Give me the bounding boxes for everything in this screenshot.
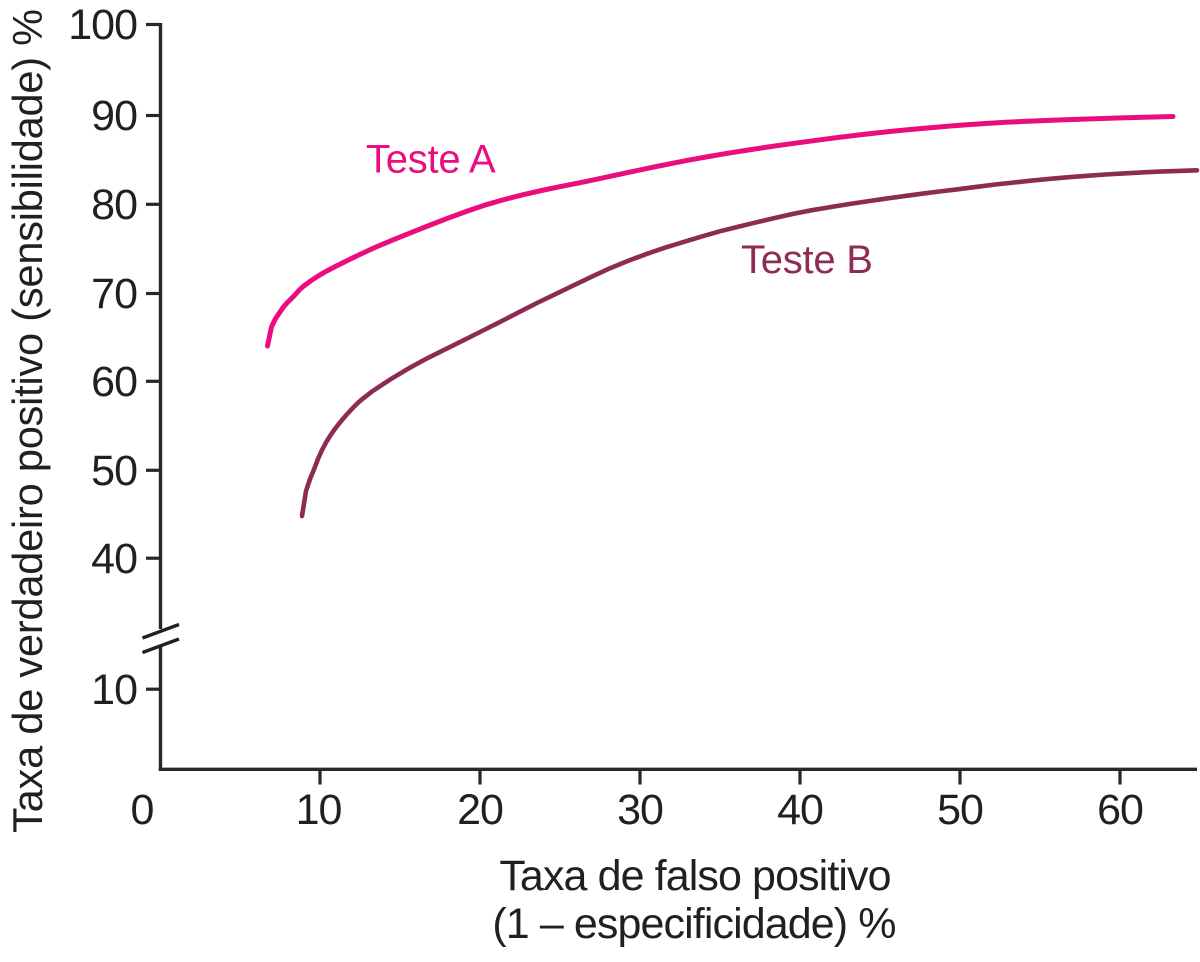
svg-text:10: 10 (296, 786, 342, 834)
svg-text:70: 70 (91, 270, 137, 318)
svg-text:50: 50 (937, 786, 983, 834)
svg-text:Teste A: Teste A (366, 138, 496, 182)
svg-text:30: 30 (617, 786, 663, 834)
svg-text:80: 80 (91, 181, 137, 229)
svg-text:Taxa de falso positivo: Taxa de falso positivo (499, 852, 890, 900)
svg-text:20: 20 (457, 786, 503, 834)
svg-text:40: 40 (91, 535, 137, 583)
svg-text:Teste B: Teste B (741, 238, 873, 282)
svg-text:0: 0 (131, 786, 154, 834)
svg-text:40: 40 (777, 786, 823, 834)
svg-text:50: 50 (91, 447, 137, 495)
svg-text:60: 60 (1097, 786, 1143, 834)
svg-text:10: 10 (91, 666, 137, 714)
svg-text:60: 60 (91, 358, 137, 406)
svg-text:100: 100 (68, 1, 137, 49)
svg-text:Taxa de verdadeiro positivo (s: Taxa de verdadeiro positivo (sensibilida… (4, 9, 51, 833)
svg-text:90: 90 (91, 92, 137, 140)
svg-text:(1 – especificidade) %: (1 – especificidade) % (492, 900, 895, 948)
